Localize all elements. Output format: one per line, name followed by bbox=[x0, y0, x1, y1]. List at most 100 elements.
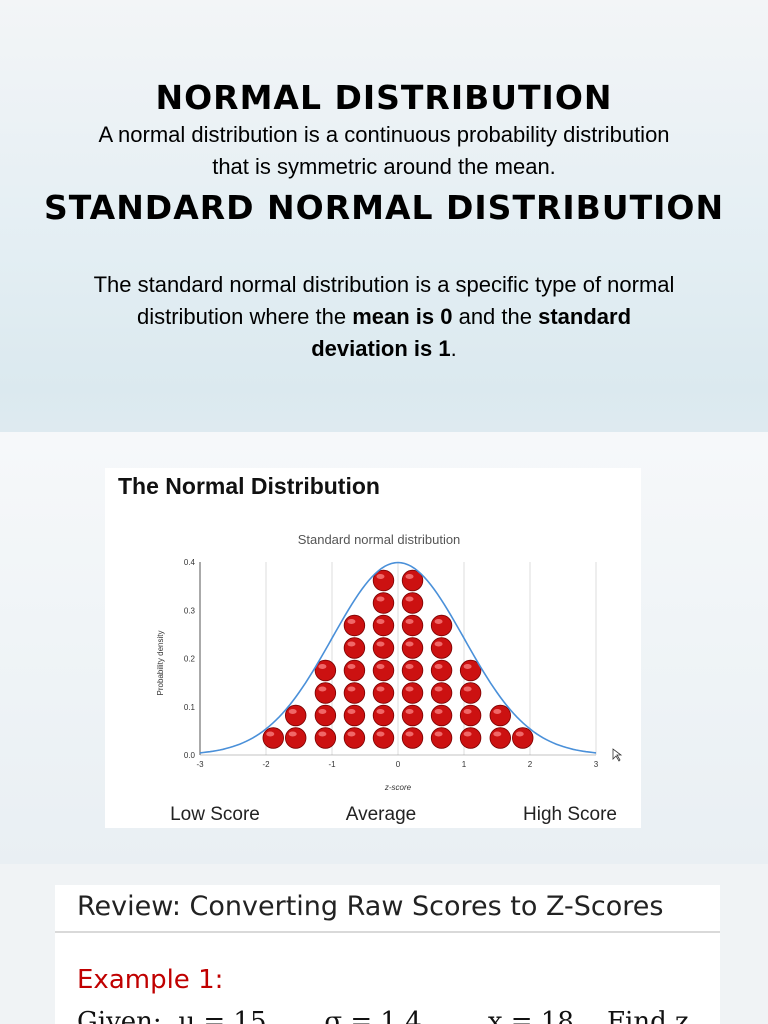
data-dot bbox=[284, 727, 307, 749]
title-divider bbox=[55, 931, 720, 933]
dot-highlight bbox=[405, 709, 414, 714]
dot-highlight bbox=[347, 686, 356, 692]
data-dot bbox=[372, 637, 395, 659]
dot-highlight bbox=[463, 664, 472, 669]
data-dot bbox=[430, 727, 453, 749]
data-dot bbox=[430, 637, 453, 659]
dot-highlight bbox=[405, 731, 414, 737]
data-dot bbox=[459, 727, 482, 749]
review-slide: Review: Converting Raw Scores to Z-Score… bbox=[55, 885, 720, 1024]
chart-card: The Normal Distribution Standard normal … bbox=[105, 468, 641, 828]
data-dot bbox=[430, 682, 453, 704]
data-dot bbox=[401, 659, 424, 682]
average-label: Average bbox=[346, 804, 416, 825]
dot-highlight bbox=[405, 664, 414, 669]
dot-highlight bbox=[376, 709, 385, 714]
dot-highlight bbox=[376, 574, 385, 579]
dot-highlight bbox=[347, 619, 356, 624]
sd-emphasis: standard deviation is 1 bbox=[311, 304, 632, 361]
chart-title: Standard normal distribution bbox=[298, 532, 461, 547]
data-dot bbox=[459, 704, 482, 727]
data-dot bbox=[401, 682, 424, 704]
data-dot bbox=[343, 614, 366, 637]
dot-highlight bbox=[347, 731, 356, 737]
y-tick-label: 0.3 bbox=[184, 606, 196, 615]
definition-text-start: The standard normal distribution is a sp… bbox=[93, 272, 675, 329]
x-tick-label: 2 bbox=[528, 760, 533, 769]
dot-highlight bbox=[347, 709, 356, 714]
data-dot bbox=[314, 727, 337, 749]
x-axis-label: z-score bbox=[384, 783, 412, 792]
dot-highlight bbox=[347, 664, 356, 669]
data-dot bbox=[372, 704, 395, 727]
page-title: NORMAL DISTRIBUTION bbox=[155, 78, 613, 117]
data-dot bbox=[489, 727, 512, 749]
dot-highlight bbox=[463, 709, 472, 714]
y-tick-label: 0.4 bbox=[184, 558, 196, 567]
dot-highlight bbox=[434, 731, 443, 737]
data-dot bbox=[372, 614, 395, 637]
dot-highlight bbox=[434, 619, 443, 624]
dot-highlight bbox=[376, 664, 385, 669]
data-dot bbox=[372, 727, 395, 749]
dot-highlight bbox=[266, 731, 275, 737]
data-dot bbox=[314, 704, 337, 727]
dot-highlight bbox=[434, 641, 443, 647]
x-tick-label: 1 bbox=[462, 760, 467, 769]
dot-highlight bbox=[318, 731, 327, 737]
dot-highlight bbox=[434, 686, 443, 692]
dot-highlight bbox=[493, 731, 502, 737]
y-tick-label: 0.0 bbox=[184, 751, 196, 760]
dot-highlight bbox=[434, 664, 443, 669]
y-tick-label: 0.2 bbox=[184, 655, 196, 664]
x-tick-label: 3 bbox=[594, 760, 599, 769]
normal-distribution-chart: The Normal Distribution Standard normal … bbox=[118, 473, 623, 825]
intro-section: NORMAL DISTRIBUTION A normal distributio… bbox=[0, 0, 768, 432]
dot-highlight bbox=[434, 709, 443, 714]
intro-paragraph: A normal distribution is a continuous pr… bbox=[98, 122, 670, 179]
data-dot bbox=[489, 704, 512, 727]
data-dot bbox=[430, 659, 453, 682]
low-score-label: Low Score bbox=[170, 804, 260, 825]
x-tick-label: -2 bbox=[262, 760, 270, 769]
mean-emphasis: mean is 0 bbox=[352, 304, 453, 329]
data-dot bbox=[262, 727, 284, 749]
data-dot bbox=[401, 727, 424, 749]
dot-highlight bbox=[405, 574, 414, 579]
dot-highlight bbox=[405, 619, 414, 624]
dot-highlight bbox=[463, 686, 472, 692]
example-label: Example 1: bbox=[77, 965, 224, 995]
x-tick-label: 0 bbox=[396, 760, 401, 769]
data-dot bbox=[343, 659, 366, 682]
data-dot bbox=[430, 704, 453, 727]
density-curve bbox=[199, 561, 597, 754]
chart-card-title: The Normal Distribution bbox=[118, 473, 380, 499]
dot-highlight bbox=[376, 641, 385, 647]
dot-highlight bbox=[376, 686, 385, 692]
dot-highlight bbox=[288, 709, 297, 714]
dot-highlight bbox=[318, 664, 327, 669]
dot-highlight bbox=[405, 686, 414, 692]
data-dot bbox=[343, 704, 366, 727]
dot-highlight bbox=[318, 709, 327, 714]
review-title: Review: Converting Raw Scores to Z-Score… bbox=[77, 891, 664, 922]
data-dot bbox=[372, 682, 395, 704]
dot-highlight bbox=[515, 731, 524, 737]
dot-highlight bbox=[405, 641, 414, 647]
dot-highlight bbox=[347, 641, 356, 647]
definition-text-mid: and the bbox=[452, 304, 539, 329]
dot-highlight bbox=[463, 731, 472, 737]
data-dot bbox=[401, 637, 424, 659]
data-dot bbox=[372, 592, 395, 614]
dot-highlight bbox=[318, 686, 327, 692]
data-dot bbox=[372, 659, 395, 682]
data-dot bbox=[314, 682, 337, 704]
data-dot bbox=[401, 592, 424, 614]
data-dot bbox=[343, 682, 366, 704]
dot-highlight bbox=[288, 731, 297, 737]
dot-highlight bbox=[376, 596, 385, 602]
high-score-label: High Score bbox=[523, 804, 617, 825]
cursor-icon bbox=[612, 748, 623, 762]
dot-highlight bbox=[405, 596, 414, 602]
definition-paragraph: The standard normal distribution is a sp… bbox=[90, 269, 678, 365]
